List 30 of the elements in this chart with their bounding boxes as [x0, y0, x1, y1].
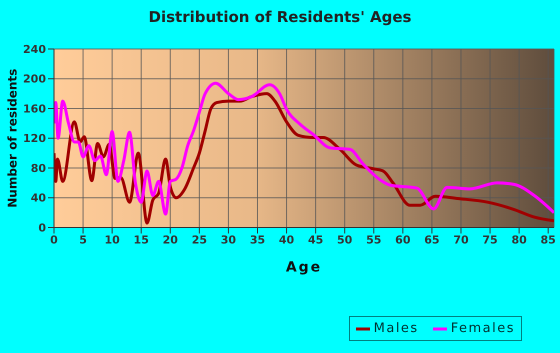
legend-label: Females: [450, 321, 515, 336]
legend-label: Males: [374, 321, 419, 336]
x-tick-label: 80: [511, 233, 528, 246]
x-tick-label: 40: [278, 233, 295, 246]
x-tick-label: 20: [162, 233, 178, 246]
x-tick-label: 70: [453, 233, 469, 246]
y-tick-label: 240: [23, 42, 46, 56]
x-tick-label: 25: [192, 233, 208, 246]
y-tick-label: 80: [30, 162, 46, 175]
x-tick-label: 0: [50, 233, 58, 246]
y-tick-label: 0: [38, 221, 46, 234]
y-tick-label: 160: [23, 102, 46, 116]
x-axis-title: Age: [286, 260, 322, 276]
y-tick-label: 200: [23, 72, 46, 86]
x-tick-label: 85: [540, 233, 556, 246]
x-tick-label: 35: [250, 233, 266, 246]
y-tick-label: 120: [23, 132, 46, 146]
chart-title: Distribution of Residents' Ages: [148, 8, 412, 26]
x-tick-label: 30: [220, 233, 236, 246]
x-tick-label: 55: [366, 233, 382, 246]
x-tick-label: 5: [79, 233, 87, 246]
x-tick-label: 50: [337, 233, 353, 246]
y-tick-label: 40: [30, 192, 46, 205]
x-tick-label: 15: [134, 233, 149, 246]
x-tick-label: 65: [424, 233, 440, 246]
x-tick-label: 10: [104, 233, 120, 246]
x-tick-label: 60: [395, 233, 411, 246]
x-tick-label: 45: [308, 233, 324, 246]
x-tick-label: 75: [482, 233, 498, 246]
y-axis-title: Number of residents: [5, 68, 20, 208]
